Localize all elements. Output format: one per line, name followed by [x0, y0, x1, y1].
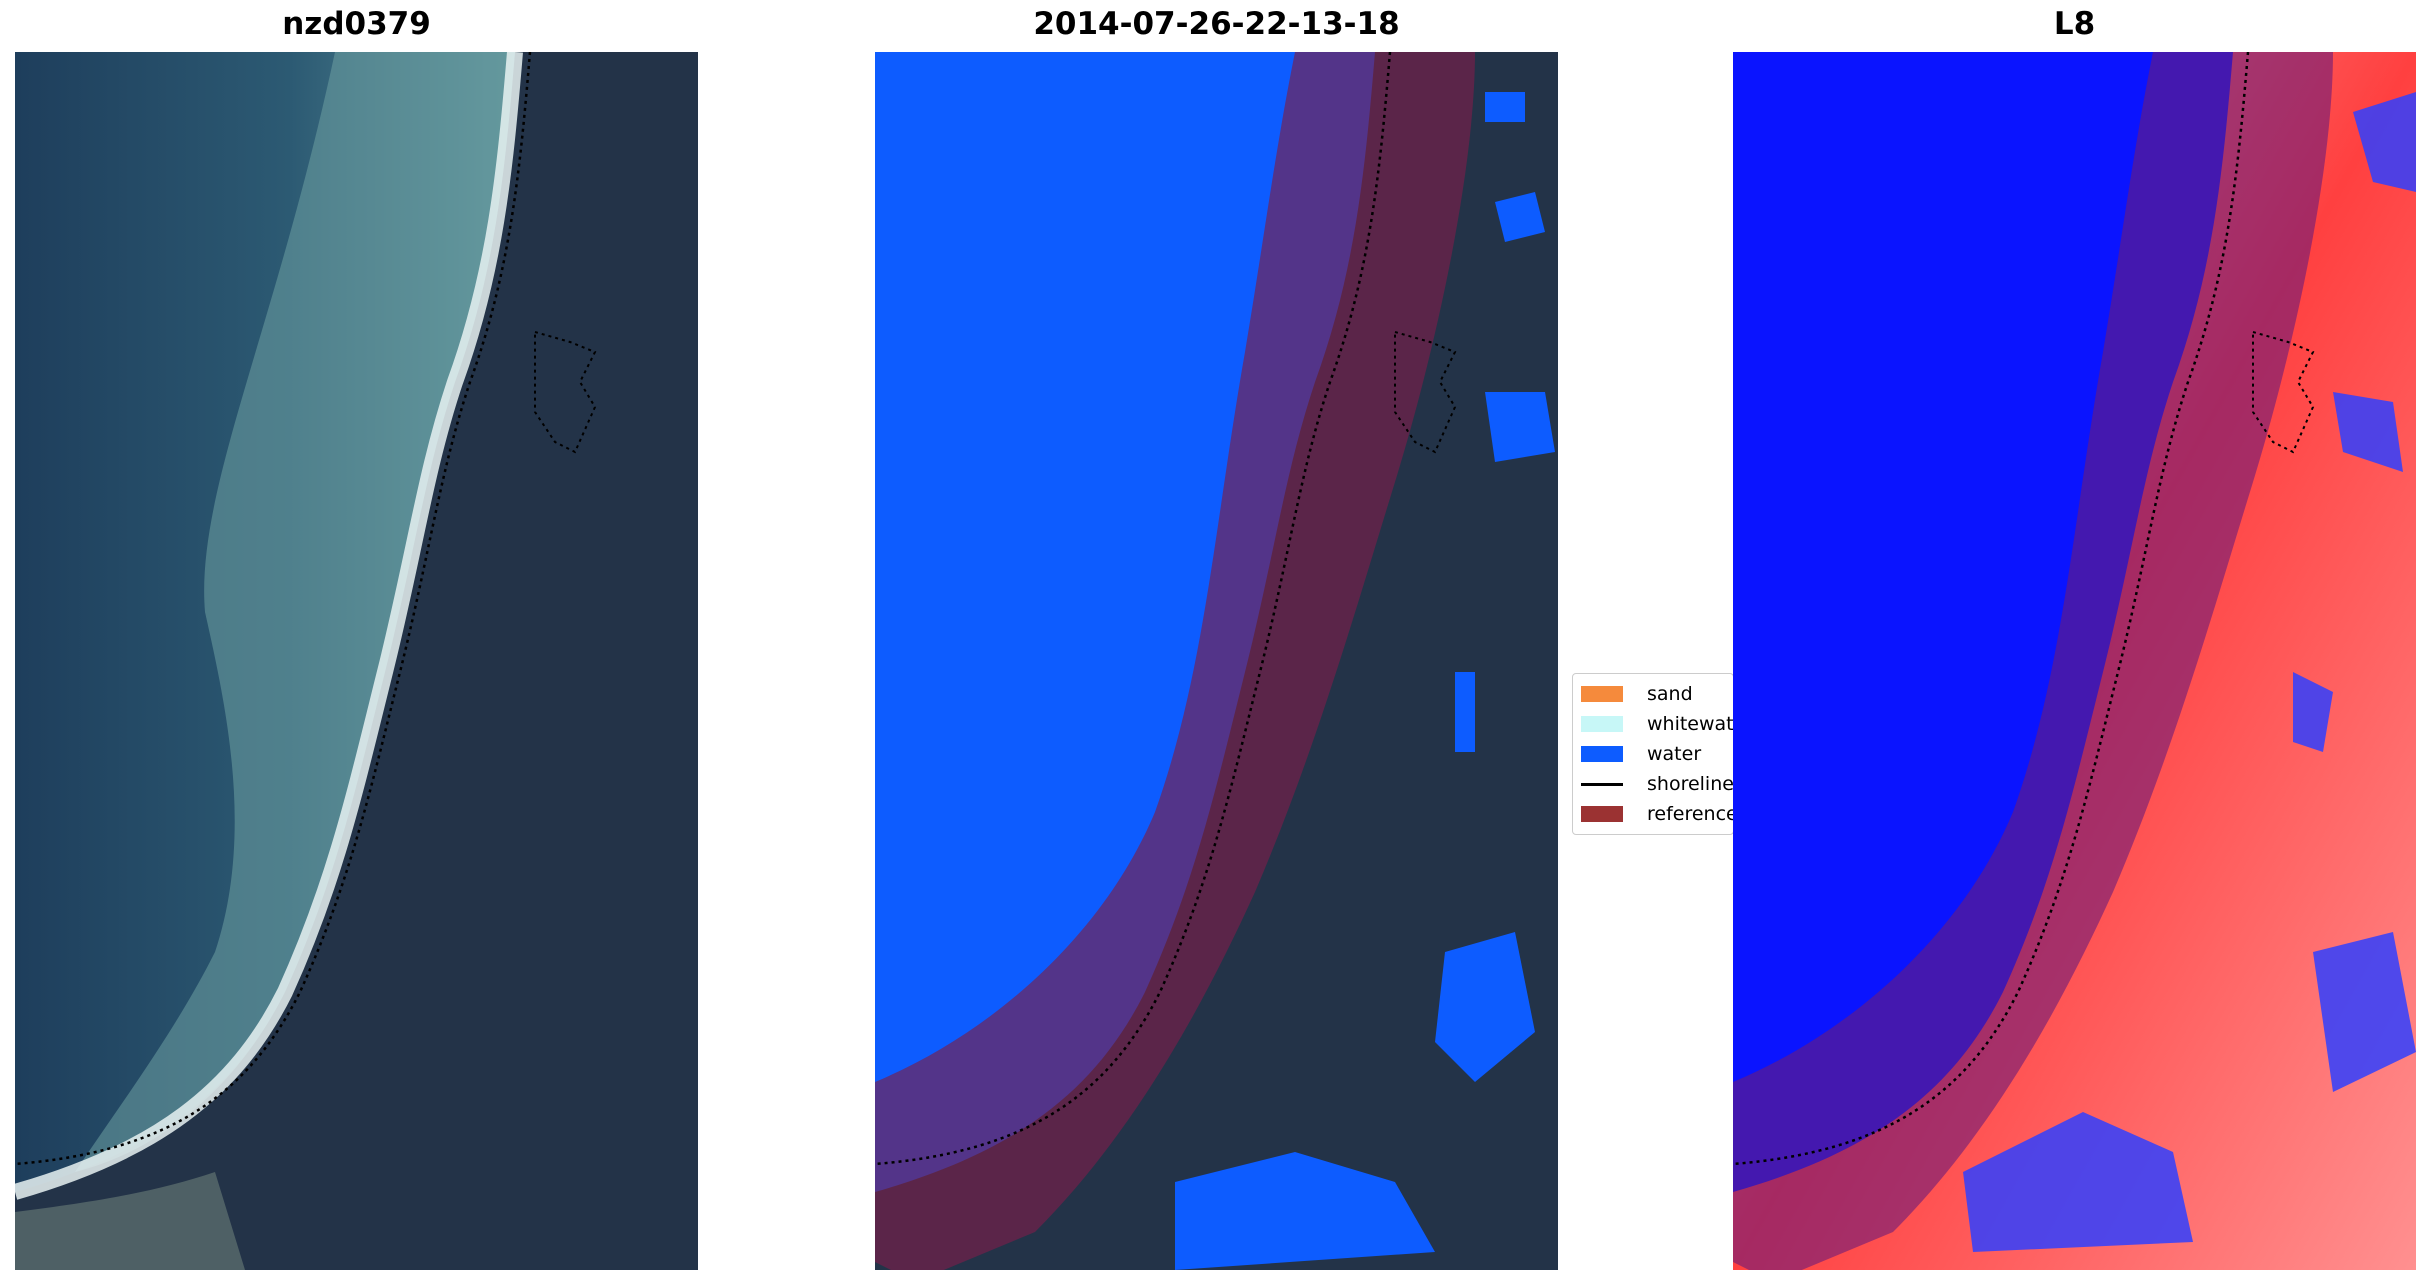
legend-item-water: water: [1581, 742, 1701, 766]
panel-title-rgb: nzd0379: [282, 6, 431, 42]
legend-label-sand: sand: [1647, 683, 1693, 705]
lagoon-outline: [2252, 330, 2315, 454]
legend-swatch-shoreline: [1581, 782, 1623, 786]
legend-label-shoreline: shoreline: [1647, 773, 1734, 795]
inland-water: [1175, 92, 1555, 1270]
legend-swatch-water: [1581, 746, 1623, 762]
legend-item-whitewater: whitewater: [1581, 712, 1734, 736]
shallow-water: [75, 52, 515, 1172]
reference-buffer: [875, 52, 1475, 1270]
surf-zone: [15, 52, 523, 1200]
panel-title-classification: 2014-07-26-22-13-18: [1033, 6, 1400, 42]
legend-label-water: water: [1647, 743, 1702, 765]
legend-label-reference: reference: [1647, 803, 1734, 825]
index-image: [1733, 52, 2416, 1270]
legend-swatch-reference: [1581, 806, 1623, 822]
reference-buffer: [1733, 52, 2333, 1270]
legend-item-shoreline: shoreline: [1581, 772, 1734, 796]
rgb-satellite-image: [15, 52, 698, 1270]
index-panel: [1733, 52, 2416, 1270]
legend-label-whitewater: whitewater: [1647, 713, 1734, 735]
lagoon-outline: [534, 330, 597, 454]
classification-panel: [875, 52, 1558, 1270]
rgb-image-panel: [15, 52, 698, 1270]
lagoon-outline: [1394, 330, 1457, 454]
legend-swatch-whitewater: [1581, 716, 1623, 732]
legend-item-reference: reference: [1581, 802, 1734, 826]
classified-image: [875, 52, 1558, 1270]
legend-swatch-sand: [1581, 686, 1623, 702]
legend: sand whitewater water shoreline referenc…: [1572, 673, 1734, 835]
panel-title-index: L8: [2053, 6, 2096, 42]
river-mouth: [15, 1172, 245, 1270]
legend-item-sand: sand: [1581, 682, 1693, 706]
